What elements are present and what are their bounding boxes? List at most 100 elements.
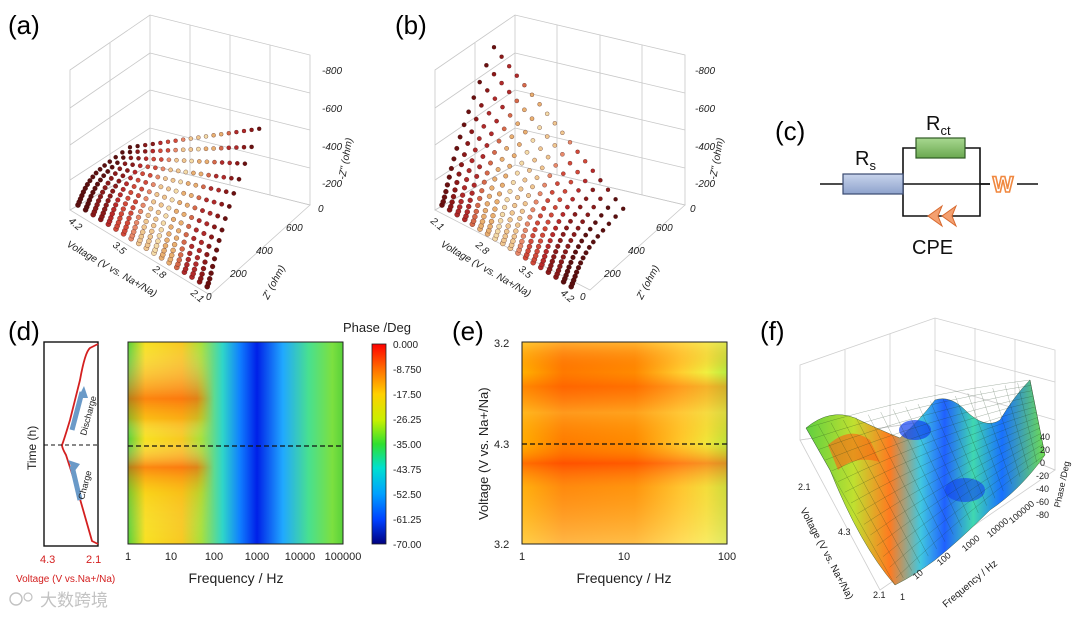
data-point bbox=[613, 214, 618, 219]
data-point bbox=[143, 142, 148, 148]
watermark-logo-icon bbox=[23, 592, 33, 602]
rct-label: R bbox=[926, 113, 940, 135]
data-point bbox=[211, 199, 217, 205]
data-point bbox=[477, 195, 483, 202]
data-point bbox=[187, 250, 193, 256]
data-point bbox=[545, 243, 551, 249]
data-point bbox=[82, 185, 88, 191]
data-point bbox=[522, 107, 527, 112]
data-point bbox=[131, 184, 137, 189]
data-point bbox=[124, 181, 129, 187]
data-point bbox=[580, 219, 585, 225]
data-point bbox=[249, 144, 254, 150]
data-point bbox=[523, 129, 528, 135]
data-point bbox=[185, 256, 191, 263]
data-point bbox=[200, 208, 205, 213]
d-x-tick: 1 bbox=[125, 551, 131, 563]
data-point bbox=[510, 238, 516, 244]
d-charge-arrow bbox=[69, 465, 83, 501]
data-point bbox=[211, 146, 216, 151]
data-point bbox=[188, 136, 193, 141]
data-point bbox=[514, 98, 519, 104]
b-x-axis-label: Z' (ohm) bbox=[634, 264, 662, 303]
data-point bbox=[154, 192, 160, 197]
data-point bbox=[530, 138, 536, 143]
mesh-line bbox=[838, 406, 1036, 482]
data-point bbox=[529, 116, 535, 121]
d-colorbar bbox=[371, 343, 387, 545]
data-point bbox=[507, 113, 513, 118]
data-point bbox=[451, 156, 457, 162]
e-heatmap-bands bbox=[522, 342, 727, 544]
data-point bbox=[460, 192, 466, 198]
panel-label-d: (d) bbox=[8, 316, 40, 346]
data-point bbox=[178, 220, 184, 226]
data-point bbox=[457, 134, 463, 140]
data-point bbox=[166, 231, 172, 237]
data-point bbox=[547, 238, 553, 244]
data-point bbox=[177, 200, 183, 205]
data-point bbox=[193, 261, 199, 267]
data-point bbox=[172, 242, 178, 248]
data-point bbox=[130, 205, 136, 211]
data-point bbox=[454, 179, 460, 186]
data-point bbox=[113, 202, 119, 208]
data-point bbox=[533, 199, 539, 205]
data-point bbox=[122, 201, 128, 207]
d-discharge-arrow bbox=[69, 391, 85, 431]
data-point bbox=[545, 134, 550, 139]
data-point bbox=[556, 219, 562, 224]
data-point bbox=[536, 243, 542, 250]
data-point bbox=[568, 179, 574, 185]
data-point bbox=[165, 139, 171, 144]
mesh-line bbox=[825, 395, 1034, 461]
data-point bbox=[557, 263, 563, 270]
data-point bbox=[211, 256, 218, 262]
panel-c-circuit: (c) W Rs Rct CPE bbox=[775, 113, 1038, 259]
data-point bbox=[519, 238, 525, 245]
data-point bbox=[572, 212, 578, 217]
data-point bbox=[510, 180, 516, 185]
a-z-tick: -200 bbox=[322, 179, 342, 190]
data-point bbox=[207, 210, 213, 216]
data-point bbox=[196, 146, 201, 152]
panel-label-e: (e) bbox=[452, 316, 484, 346]
data-point bbox=[543, 249, 549, 255]
mesh-line bbox=[880, 411, 946, 542]
data-point bbox=[178, 252, 184, 258]
data-point bbox=[499, 211, 506, 218]
d-x-tick: 100000 bbox=[325, 551, 362, 563]
data-point bbox=[203, 134, 209, 139]
data-point bbox=[193, 182, 199, 188]
data-point bbox=[153, 243, 160, 249]
data-point bbox=[164, 237, 170, 243]
data-point bbox=[502, 233, 508, 239]
data-point bbox=[150, 148, 155, 154]
data-point bbox=[234, 129, 239, 135]
rs-resistor bbox=[842, 173, 904, 195]
data-point bbox=[113, 154, 118, 160]
data-point bbox=[196, 135, 201, 140]
data-point bbox=[130, 162, 135, 167]
data-point bbox=[163, 176, 168, 181]
data-point bbox=[517, 243, 524, 249]
data-point bbox=[92, 185, 98, 191]
data-point bbox=[466, 109, 471, 115]
data-point bbox=[223, 189, 229, 195]
data-point bbox=[564, 225, 569, 231]
data-point bbox=[484, 201, 490, 207]
data-point bbox=[598, 196, 603, 201]
d-heatmap-frame bbox=[127, 341, 344, 545]
data-point bbox=[161, 247, 167, 254]
data-point bbox=[486, 110, 492, 116]
d-cbar-tick: -26.25 bbox=[393, 415, 422, 426]
data-point bbox=[169, 252, 175, 258]
data-point bbox=[189, 215, 195, 220]
data-point bbox=[499, 156, 505, 162]
panel-b: (b) -800 -600 -400 -200 0 -Z'' (ohm) 600… bbox=[395, 10, 726, 306]
data-point bbox=[552, 143, 557, 148]
data-point bbox=[471, 95, 477, 100]
mesh-line bbox=[967, 393, 1004, 492]
d-side-x-label: Voltage (V vs.Na+/Na) bbox=[16, 574, 115, 585]
data-point bbox=[464, 177, 470, 183]
